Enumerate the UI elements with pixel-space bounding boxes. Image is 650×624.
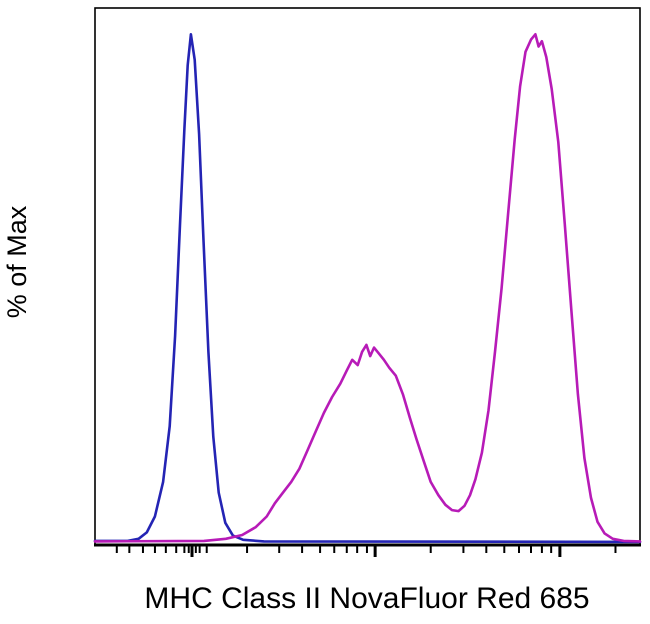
x-axis-label: MHC Class II NovaFluor Red 685 <box>144 582 589 615</box>
curve-mhc-class-ii-stained <box>93 32 642 543</box>
curve-unstained-control <box>93 32 642 544</box>
x-axis-ticks <box>115 546 617 557</box>
y-axis-label: % of Max <box>2 205 32 318</box>
histogram-curves <box>93 32 642 544</box>
